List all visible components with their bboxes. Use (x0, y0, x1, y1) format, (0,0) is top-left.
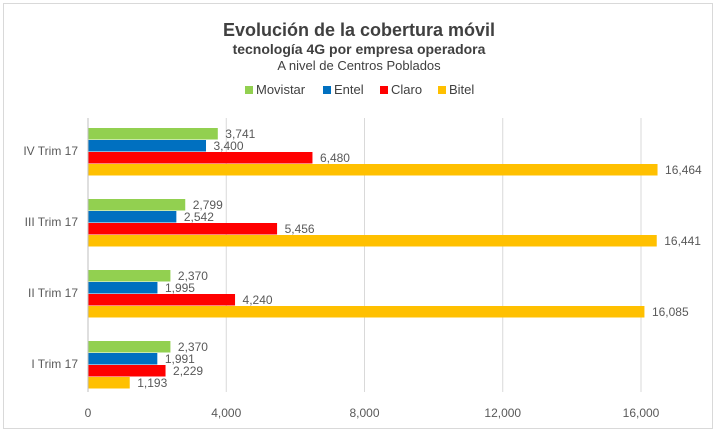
x-tick-label: 8,000 (349, 406, 379, 420)
bar-bitel (88, 164, 658, 176)
bar-bitel (88, 306, 645, 318)
bar-entel (88, 282, 158, 294)
bar-claro (88, 223, 278, 235)
bar-entel (88, 353, 158, 365)
bar-entel (88, 140, 207, 152)
chart-subtitle-secondary: A nivel de Centros Poblados (277, 58, 441, 73)
legend-label-movistar: Movistar (256, 82, 306, 97)
legend-swatch-movistar (245, 86, 253, 94)
data-label: 2,229 (173, 364, 203, 378)
x-tick-label: 16,000 (623, 406, 660, 420)
bar-movistar (88, 128, 218, 140)
x-tick-label: 0 (85, 406, 92, 420)
legend-label-claro: Claro (391, 82, 423, 97)
data-label: 16,464 (665, 163, 702, 177)
data-label: 2,799 (193, 198, 223, 212)
chart-subtitle: tecnología 4G por empresa operadora (232, 41, 486, 57)
legend-swatch-bitel (438, 86, 446, 94)
legend-swatch-entel (323, 86, 331, 94)
chart-legend: Movistar Entel Claro Bitel (0, 81, 718, 99)
bar-bitel (88, 377, 130, 389)
data-label: 16,085 (652, 305, 689, 319)
bar-claro (88, 294, 236, 306)
data-label: 5,456 (285, 222, 315, 236)
bar-movistar (88, 341, 171, 353)
legend-label-entel: Entel (334, 82, 364, 97)
legend-swatch-claro (380, 86, 388, 94)
data-label: 16,441 (664, 234, 701, 248)
category-label: I Trim 17 (31, 357, 78, 371)
bar-entel (88, 211, 177, 223)
category-label: IV Trim 17 (23, 144, 78, 158)
bar-movistar (88, 199, 186, 211)
data-label: 1,193 (137, 376, 167, 390)
data-label: 1,995 (165, 281, 195, 295)
data-label: 3,741 (225, 127, 255, 141)
chart-title: Evolución de la cobertura móvil (222, 20, 496, 40)
data-label: 3,400 (214, 139, 244, 153)
bar-movistar (88, 270, 171, 282)
bar-claro (88, 365, 166, 377)
data-label: 6,480 (320, 151, 350, 165)
x-tick-label: 4,000 (211, 406, 241, 420)
bar-bitel (88, 235, 657, 247)
data-label: 2,370 (178, 340, 208, 354)
data-label: 1,991 (165, 352, 195, 366)
category-label: III Trim 17 (25, 215, 79, 229)
data-label: 4,240 (243, 293, 273, 307)
x-tick-label: 12,000 (484, 406, 521, 420)
bar-claro (88, 152, 313, 164)
legend-label-bitel: Bitel (449, 82, 475, 97)
data-label: 2,370 (178, 269, 208, 283)
data-label: 2,542 (184, 210, 214, 224)
category-label: II Trim 17 (28, 286, 78, 300)
